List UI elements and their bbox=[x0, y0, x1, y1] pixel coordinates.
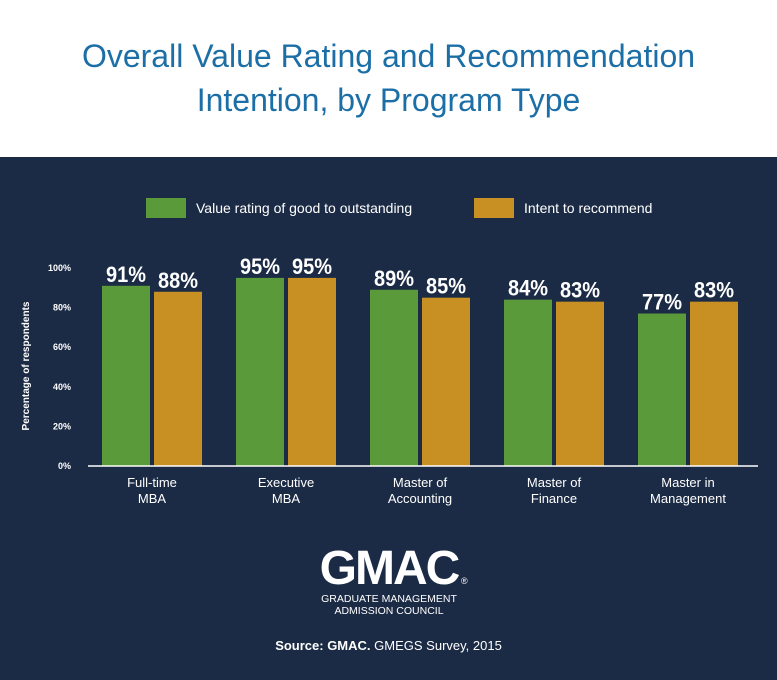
bar-series-1-1 bbox=[236, 277, 284, 466]
bar-value-label: 77% bbox=[642, 290, 682, 315]
chart-title: Overall Value Rating and Recommendation … bbox=[0, 34, 777, 122]
logo-line-2: ADMISSION COUNCIL bbox=[334, 605, 443, 617]
bar-series-2-2 bbox=[422, 297, 470, 466]
bar-value-label: 88% bbox=[158, 268, 198, 293]
x-tick-label: Finance bbox=[531, 491, 577, 506]
y-tick-label: 40% bbox=[53, 382, 71, 392]
bar-series-2-4 bbox=[690, 301, 738, 466]
bar-value-label: 89% bbox=[374, 266, 414, 291]
bar-value-label: 83% bbox=[694, 278, 734, 303]
bar-value-label: 95% bbox=[240, 254, 280, 279]
x-tick-label: Master of bbox=[527, 475, 582, 490]
legend-swatch-series-2 bbox=[474, 198, 514, 218]
bar-value-label: 85% bbox=[426, 274, 466, 299]
y-tick-label: 60% bbox=[53, 342, 71, 352]
bar-chart: Value rating of good to outstanding Inte… bbox=[21, 198, 758, 506]
x-tick-label: MBA bbox=[138, 491, 167, 506]
bar-series-1-4 bbox=[638, 313, 686, 466]
logo-line-1: GRADUATE MANAGEMENT bbox=[321, 593, 457, 605]
bar-value-labels: 91% 88% 95% 95% 89% 85% 84% 83% 77% 83% bbox=[106, 254, 734, 315]
title-line-1: Overall Value Rating and Recommendation bbox=[81, 38, 696, 74]
bar-series-2-0 bbox=[154, 291, 202, 466]
x-tick-label: MBA bbox=[272, 491, 301, 506]
bar-value-label: 91% bbox=[106, 262, 146, 287]
x-tick-label: Full-time bbox=[127, 475, 177, 490]
legend-swatch-series-1 bbox=[146, 198, 186, 218]
bar-value-label: 95% bbox=[292, 254, 332, 279]
x-tick-label: Master in bbox=[661, 475, 714, 490]
legend-label-series-2: Intent to recommend bbox=[524, 200, 652, 216]
bar-series-1-3 bbox=[504, 299, 552, 466]
bar-series-1-2 bbox=[370, 289, 418, 466]
title-line-2: Intention, by Program Type bbox=[196, 82, 581, 118]
bar-value-label: 84% bbox=[508, 276, 548, 301]
x-tick-label: Management bbox=[650, 491, 726, 506]
bar-series-1-0 bbox=[102, 285, 150, 466]
x-tick-label: Master of bbox=[393, 475, 448, 490]
y-tick-label: 80% bbox=[53, 303, 71, 313]
bars bbox=[102, 277, 738, 466]
y-tick-label: 20% bbox=[53, 421, 71, 431]
gmac-logo-graphic: GMAC ® GRADUATE MANAGEMENT ADMISSION COU… bbox=[319, 542, 468, 617]
bar-series-2-1 bbox=[288, 277, 336, 466]
source-label: Source: GMAC. bbox=[275, 638, 371, 653]
x-tick-label: Executive bbox=[258, 475, 314, 490]
header: Overall Value Rating and Recommendation … bbox=[0, 0, 777, 157]
x-tick-label: Accounting bbox=[388, 491, 452, 506]
gmac-logo: GMAC ® GRADUATE MANAGEMENT ADMISSION COU… bbox=[0, 540, 777, 625]
legend-label-series-1: Value rating of good to outstanding bbox=[196, 200, 412, 216]
bar-series-2-3 bbox=[556, 301, 604, 466]
y-axis-ticks: 0% 20% 40% 60% 80% 100% bbox=[48, 263, 71, 471]
logo-wordmark: GMAC bbox=[319, 542, 459, 595]
y-tick-label: 100% bbox=[48, 263, 71, 273]
source-note: Source: GMAC. GMEGS Survey, 2015 bbox=[0, 638, 777, 653]
y-axis-label: Percentage of respondents bbox=[21, 301, 32, 430]
y-tick-label: 0% bbox=[58, 461, 71, 471]
bar-value-label: 83% bbox=[560, 278, 600, 303]
logo-registered: ® bbox=[461, 576, 468, 586]
legend: Value rating of good to outstanding Inte… bbox=[146, 198, 652, 218]
source-text: GMEGS Survey, 2015 bbox=[374, 638, 502, 653]
